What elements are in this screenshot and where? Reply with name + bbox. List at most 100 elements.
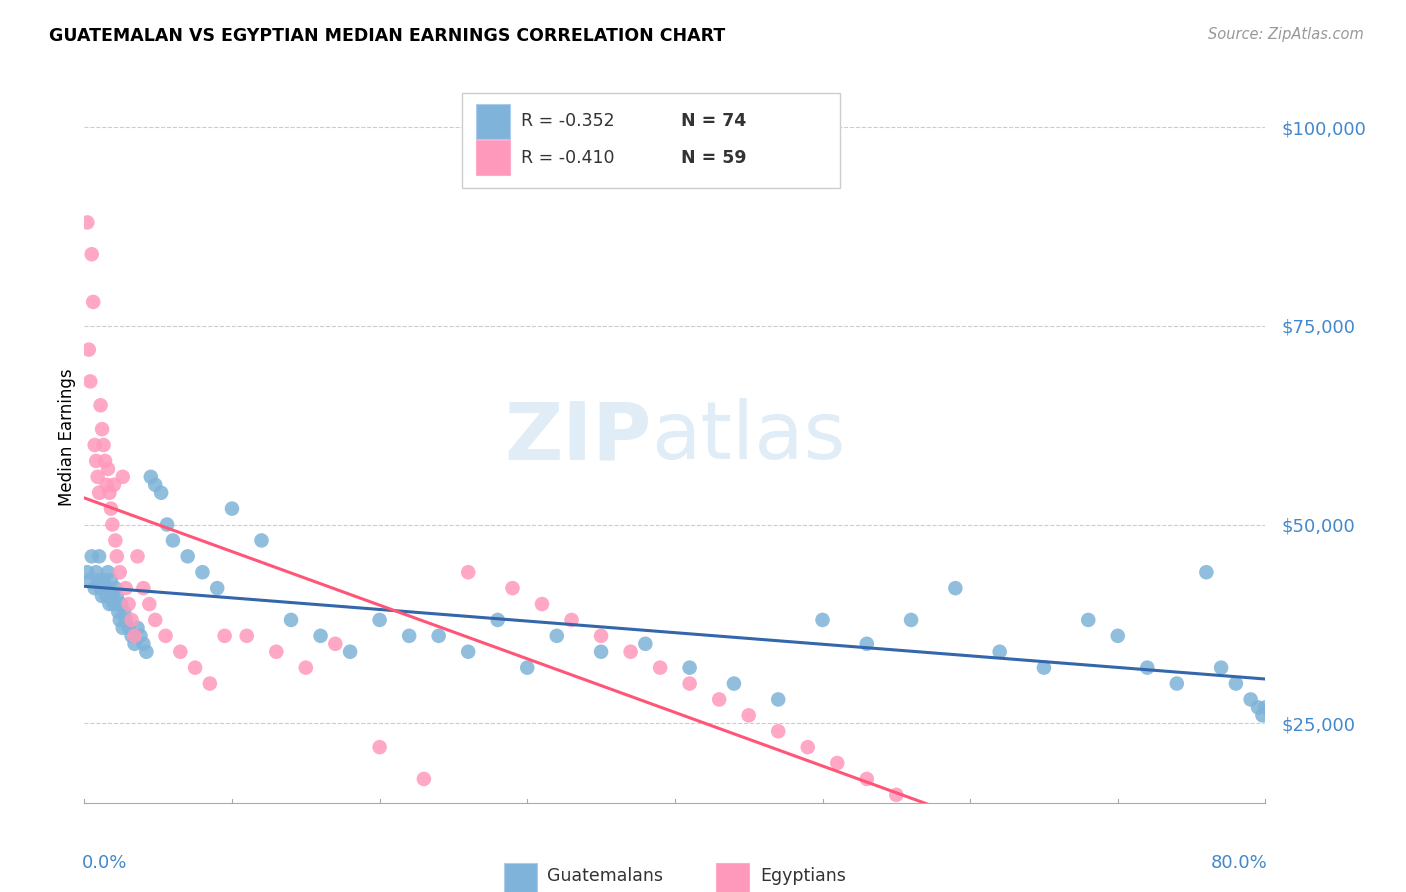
Point bbox=[827, 756, 849, 770]
Point bbox=[87, 485, 111, 500]
Point bbox=[266, 645, 288, 659]
Point bbox=[103, 597, 125, 611]
Point bbox=[111, 621, 134, 635]
Point bbox=[856, 637, 879, 651]
Point bbox=[87, 549, 111, 564]
Point bbox=[811, 613, 834, 627]
Point bbox=[177, 549, 200, 564]
Text: GUATEMALAN VS EGYPTIAN MEDIAN EARNINGS CORRELATION CHART: GUATEMALAN VS EGYPTIAN MEDIAN EARNINGS C… bbox=[49, 27, 725, 45]
Point bbox=[118, 597, 141, 611]
Point bbox=[76, 566, 98, 580]
Point bbox=[709, 692, 731, 706]
Point bbox=[1136, 660, 1159, 674]
Point bbox=[127, 621, 149, 635]
Point bbox=[325, 637, 347, 651]
Point bbox=[77, 343, 100, 357]
Point bbox=[94, 581, 117, 595]
Point bbox=[768, 724, 790, 739]
Point bbox=[79, 375, 101, 389]
Text: Egyptians: Egyptians bbox=[759, 867, 846, 885]
Point bbox=[155, 629, 177, 643]
Point bbox=[114, 581, 136, 595]
Point bbox=[650, 660, 672, 674]
Point bbox=[945, 820, 967, 834]
FancyBboxPatch shape bbox=[477, 103, 509, 138]
Point bbox=[679, 676, 702, 690]
Point bbox=[111, 470, 134, 484]
Text: 80.0%: 80.0% bbox=[1211, 854, 1268, 872]
Point bbox=[531, 597, 554, 611]
Point bbox=[114, 613, 136, 627]
Point bbox=[139, 470, 162, 484]
Point bbox=[98, 597, 121, 611]
Point bbox=[634, 637, 657, 651]
Point bbox=[129, 629, 152, 643]
Point bbox=[96, 589, 118, 603]
Text: 0.0%: 0.0% bbox=[82, 854, 128, 872]
Text: atlas: atlas bbox=[651, 398, 845, 476]
Point bbox=[105, 589, 128, 603]
Point bbox=[398, 629, 420, 643]
Point bbox=[143, 477, 166, 491]
Point bbox=[207, 581, 229, 595]
Point bbox=[80, 549, 103, 564]
Point bbox=[105, 549, 128, 564]
Text: R = -0.410: R = -0.410 bbox=[522, 149, 614, 167]
Point bbox=[169, 645, 191, 659]
FancyBboxPatch shape bbox=[503, 863, 537, 892]
Point bbox=[86, 470, 108, 484]
Point bbox=[184, 660, 207, 674]
Point bbox=[457, 566, 479, 580]
Point bbox=[1195, 566, 1218, 580]
Point bbox=[97, 462, 120, 476]
Point bbox=[723, 676, 745, 690]
Point bbox=[221, 501, 243, 516]
Point bbox=[93, 573, 115, 587]
Point bbox=[101, 517, 124, 532]
Point bbox=[112, 605, 135, 619]
Point bbox=[82, 294, 104, 309]
Point bbox=[1247, 700, 1270, 714]
Point bbox=[83, 581, 105, 595]
Point bbox=[101, 589, 124, 603]
Point bbox=[121, 613, 143, 627]
Point bbox=[501, 581, 523, 595]
Text: Source: ZipAtlas.com: Source: ZipAtlas.com bbox=[1208, 27, 1364, 42]
Point bbox=[856, 772, 879, 786]
Point bbox=[915, 804, 938, 818]
Point bbox=[97, 566, 120, 580]
Point bbox=[96, 477, 118, 491]
Text: ZIP: ZIP bbox=[503, 398, 651, 476]
Point bbox=[93, 438, 115, 452]
Point bbox=[1033, 660, 1056, 674]
Point bbox=[124, 629, 146, 643]
Point bbox=[1240, 692, 1263, 706]
Point bbox=[191, 566, 214, 580]
Text: N = 74: N = 74 bbox=[681, 112, 747, 130]
Point bbox=[368, 740, 391, 755]
Point bbox=[94, 454, 117, 468]
Point bbox=[236, 629, 259, 643]
Point bbox=[90, 581, 112, 595]
FancyBboxPatch shape bbox=[463, 94, 841, 188]
Point bbox=[91, 422, 114, 436]
Point bbox=[591, 629, 613, 643]
Point bbox=[295, 660, 318, 674]
Point bbox=[84, 566, 107, 580]
Point bbox=[108, 613, 131, 627]
Point bbox=[339, 645, 361, 659]
Point bbox=[79, 573, 101, 587]
Point bbox=[561, 613, 583, 627]
Point bbox=[797, 740, 820, 755]
Point bbox=[413, 772, 436, 786]
Point bbox=[620, 645, 643, 659]
Point bbox=[1211, 660, 1233, 674]
Point bbox=[143, 613, 166, 627]
Point bbox=[1251, 708, 1274, 723]
Point bbox=[591, 645, 613, 659]
Point bbox=[427, 629, 450, 643]
Point bbox=[162, 533, 184, 548]
Point bbox=[150, 485, 173, 500]
Point bbox=[138, 597, 160, 611]
Point bbox=[100, 573, 122, 587]
